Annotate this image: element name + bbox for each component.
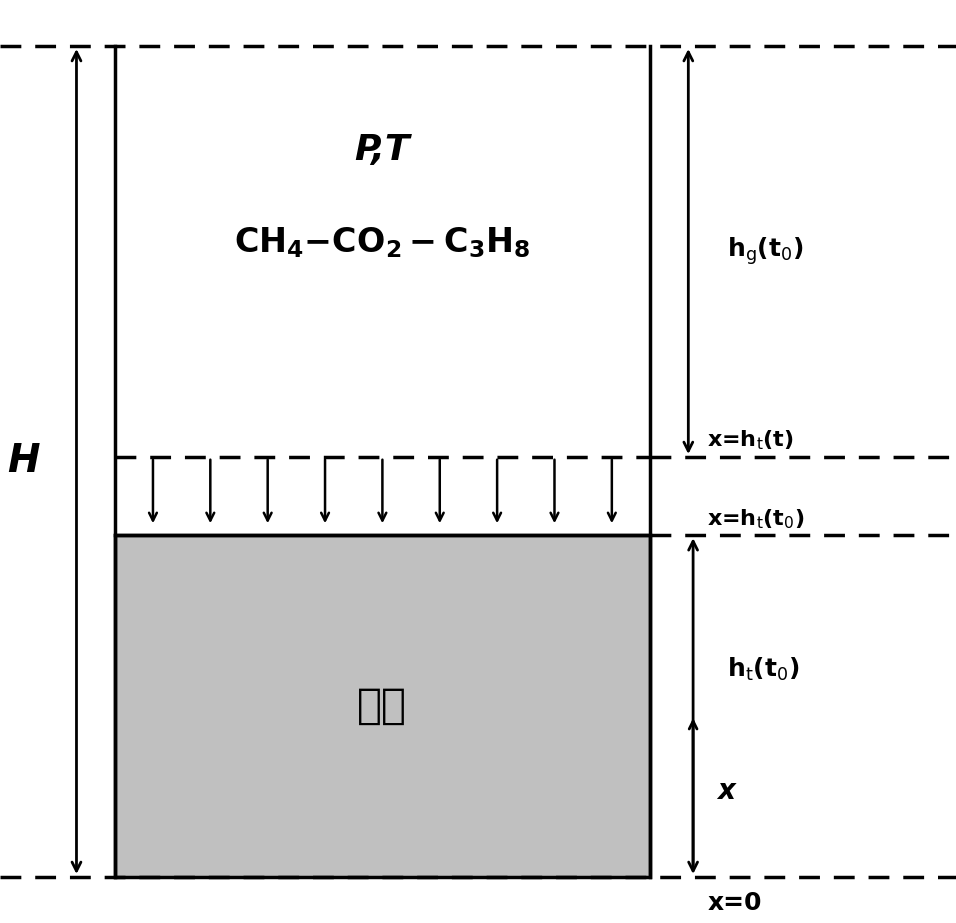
Bar xyxy=(115,535,650,877)
Text: h$_\mathrm{g}$(t$_0$): h$_\mathrm{g}$(t$_0$) xyxy=(727,235,803,268)
Text: H: H xyxy=(8,442,40,481)
Text: x=0: x=0 xyxy=(707,891,762,915)
Text: h$_\mathrm{t}$(t$_0$): h$_\mathrm{t}$(t$_0$) xyxy=(727,655,799,683)
Text: P,T: P,T xyxy=(355,133,410,167)
Text: x=h$_\mathrm{t}$(t): x=h$_\mathrm{t}$(t) xyxy=(707,428,794,452)
Text: x: x xyxy=(717,777,735,806)
Text: $\mathbf{CH_4}$$\mathbf{-CO_2-C_3H_8}$: $\mathbf{CH_4}$$\mathbf{-CO_2-C_3H_8}$ xyxy=(234,225,531,259)
Text: x=h$_\mathrm{t}$(t$_0$): x=h$_\mathrm{t}$(t$_0$) xyxy=(707,507,805,531)
Text: 稠油: 稠油 xyxy=(358,685,407,727)
